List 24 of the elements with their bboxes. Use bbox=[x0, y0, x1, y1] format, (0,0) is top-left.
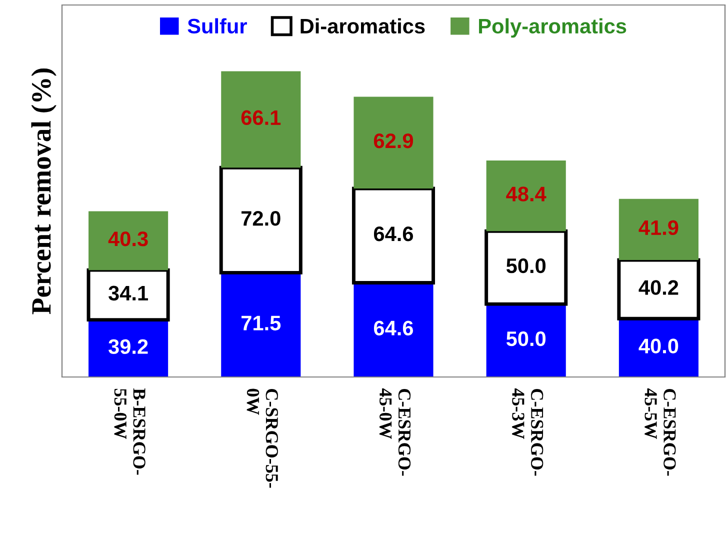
legend-label: Sulfur bbox=[188, 18, 247, 34]
data-label: 62.9 bbox=[374, 133, 414, 148]
x-tick-label: B-ESRGO- 55-0W bbox=[114, 388, 146, 475]
x-tick-label: C-ESRGO- 45-0W bbox=[379, 388, 411, 476]
data-label: 40.2 bbox=[638, 280, 678, 295]
data-label: 50.0 bbox=[506, 331, 546, 346]
data-label: 72.0 bbox=[242, 211, 280, 226]
data-label: 66.1 bbox=[241, 110, 281, 126]
data-label: 40.3 bbox=[108, 232, 148, 246]
data-label: 34.1 bbox=[108, 286, 148, 301]
data-label: 40.0 bbox=[638, 338, 678, 354]
data-label: 39.2 bbox=[108, 339, 148, 354]
data-label: 64.6 bbox=[374, 226, 414, 242]
legend-label: Di-aromatics bbox=[300, 18, 425, 34]
x-tick-label: C-SRGO-55- 0W bbox=[246, 388, 278, 488]
x-tick-label: C-ESRGO- 45-5W bbox=[644, 388, 676, 476]
data-label: 41.9 bbox=[638, 220, 678, 236]
x-tick-label: C-ESRGO- 45-3W bbox=[512, 388, 544, 476]
data-label: 48.4 bbox=[506, 186, 546, 202]
data-label: 64.6 bbox=[374, 320, 414, 336]
legend-label: Poly-aromatics bbox=[479, 18, 626, 38]
data-label: 71.5 bbox=[242, 316, 281, 330]
y-axis-title: Percent removal (%) bbox=[31, 68, 56, 314]
data-label: 50.0 bbox=[506, 258, 546, 274]
